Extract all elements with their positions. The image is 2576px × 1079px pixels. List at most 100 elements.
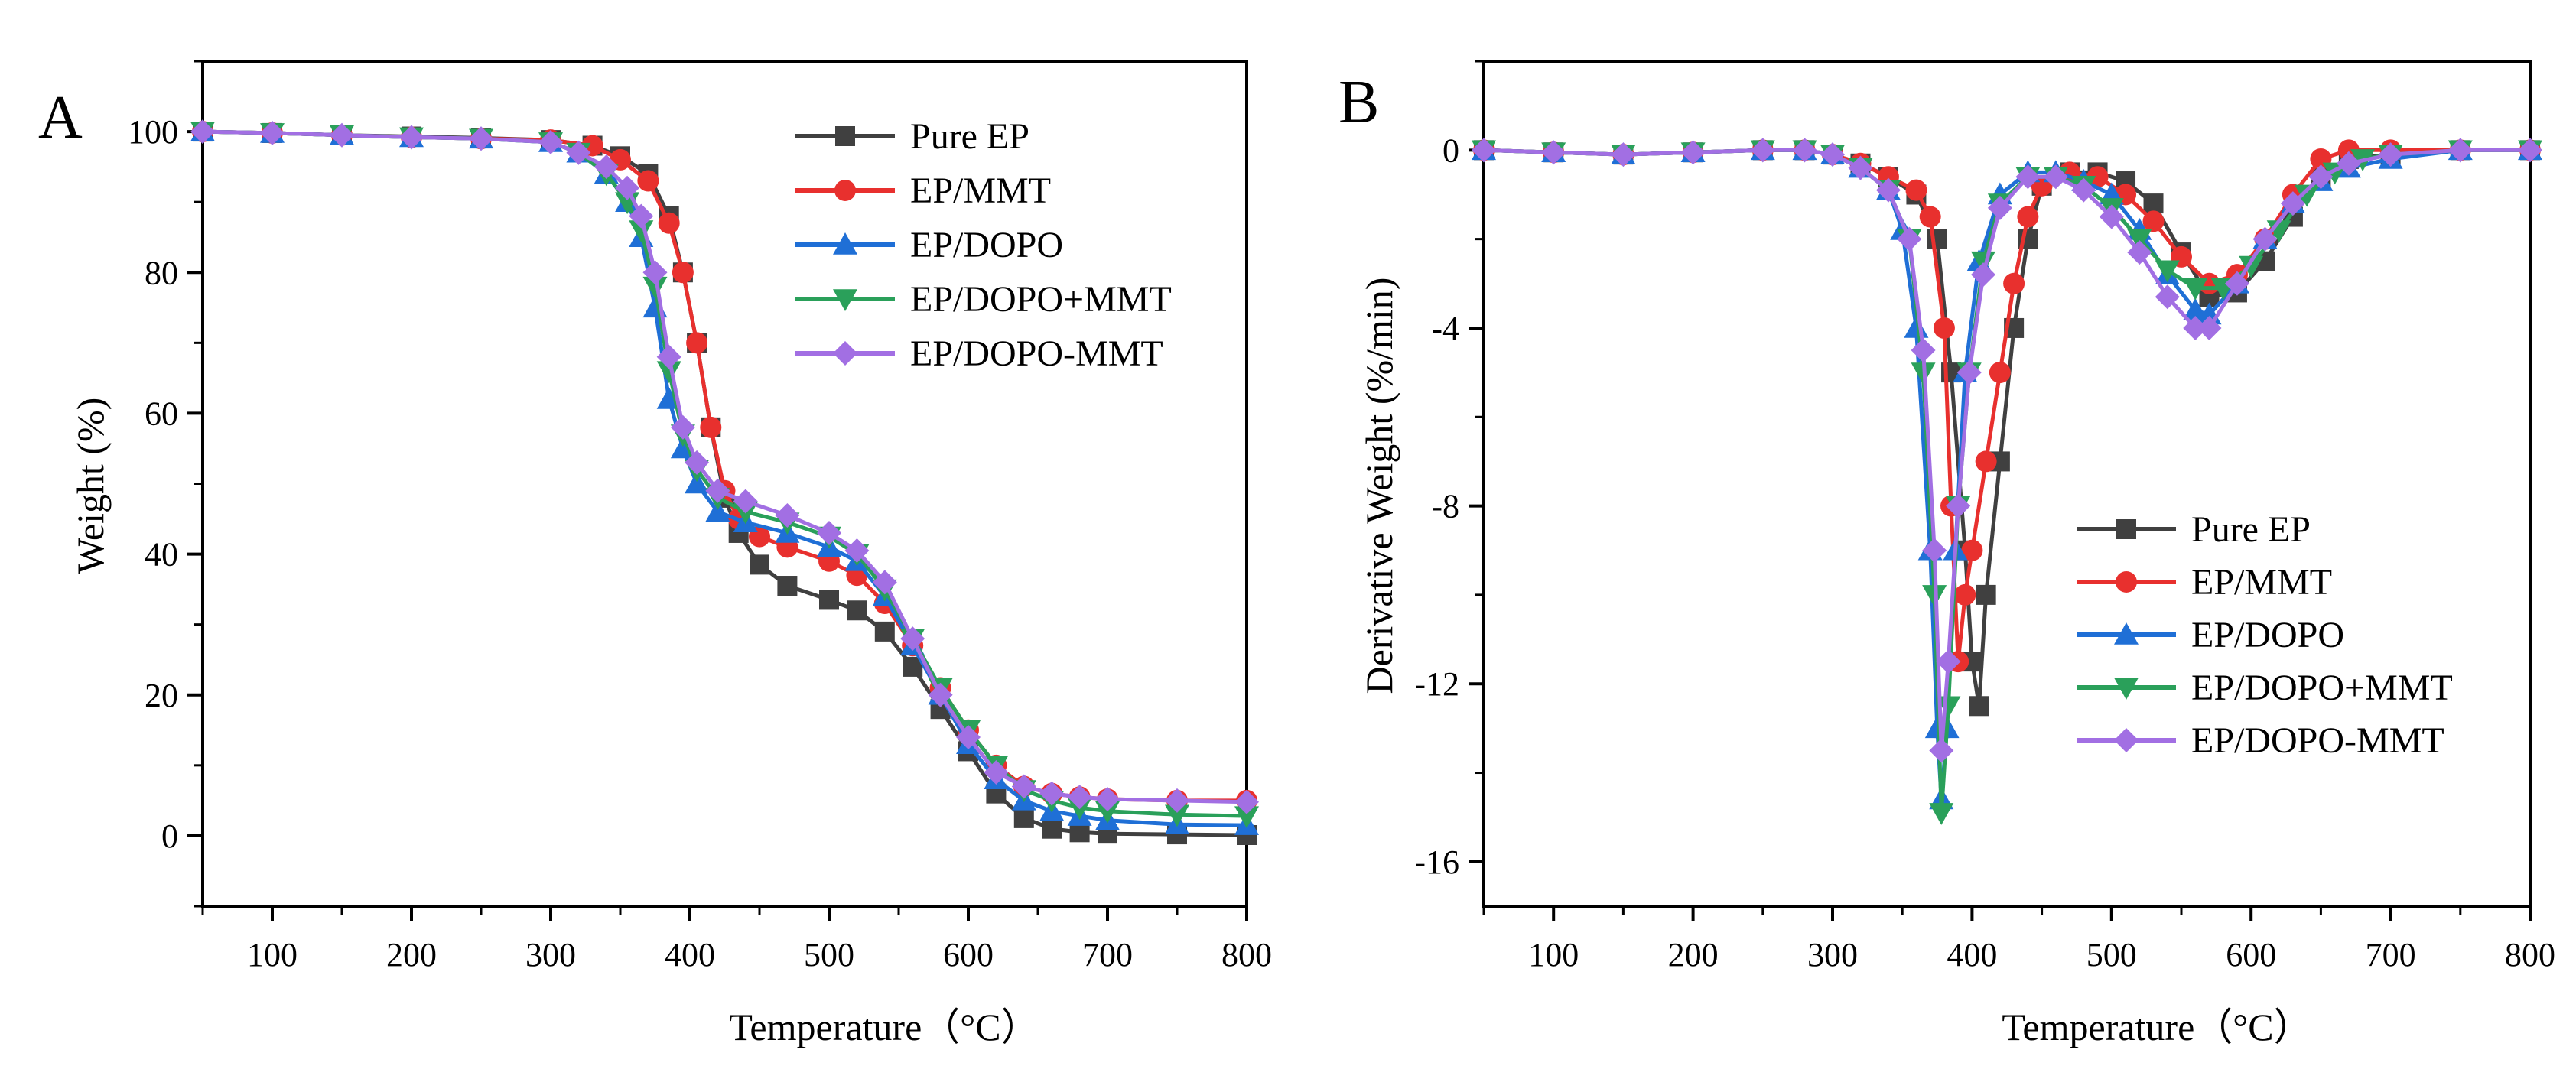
panel-b-x-tick-label: 800 xyxy=(2505,936,2555,973)
panel-b-data-point xyxy=(2099,204,2124,229)
panel-b-data-point xyxy=(2266,220,2291,242)
panel-b-data-point xyxy=(1936,696,1961,719)
panel-b-plot-area xyxy=(1472,138,2542,825)
panel-a-data-point xyxy=(819,590,839,610)
panel-b-data-point xyxy=(1976,584,1996,605)
panel-b-axis-frame xyxy=(1482,60,2532,908)
panel-b-x-tick-label: 500 xyxy=(2086,936,2137,973)
panel-b-data-point xyxy=(2336,151,2361,176)
panel-a-data-point xyxy=(928,682,953,707)
panel-b-data-point xyxy=(1956,360,1982,385)
panel-b-data-point xyxy=(1969,696,1989,717)
panel-a-data-point xyxy=(1165,788,1189,813)
panel-a-legend-label: Pure EP xyxy=(910,116,1029,157)
panel-b-legend-label: EP/DOPO xyxy=(2191,615,2344,655)
panel-b-data-point xyxy=(1933,317,1955,339)
panel-b-series-0 xyxy=(1474,140,2540,717)
panel-a-data-point xyxy=(900,626,925,652)
panel-b-y-tick-label: -16 xyxy=(1414,843,1459,881)
panel-b-y-tick-label: 0 xyxy=(1442,132,1459,169)
panel-b-data-point xyxy=(1611,142,1636,167)
panel-b-legend-marker xyxy=(2116,519,2136,539)
panel-b-data-point xyxy=(1946,493,1971,518)
panel-b-data-point xyxy=(1922,538,1947,563)
panel-a-data-point xyxy=(566,140,591,165)
panel-a-data-point xyxy=(847,600,867,621)
panel-a-data-point xyxy=(615,175,640,200)
panel-a-ticks: 100 200 300 400 500 600 700 800 0 20 40 60 80 100 xyxy=(128,60,1272,973)
panel-a-data-point xyxy=(260,120,285,145)
panel-b-data-point xyxy=(2224,271,2249,296)
panel-a-x-tick-label: 700 xyxy=(1082,936,1133,973)
panel-a-data-point xyxy=(538,129,563,154)
panel-b-x-tick-label: 100 xyxy=(1528,936,1579,973)
panel-b-data-point xyxy=(2280,191,2305,216)
panel-b-data-point xyxy=(2155,284,2180,310)
panel-a-data-point xyxy=(775,502,800,528)
panel-a-data-point xyxy=(629,203,654,229)
panel-a-data-point xyxy=(984,760,1009,785)
panel-b-x-tick-label: 200 xyxy=(1668,936,1719,973)
panel-a-data-point xyxy=(656,344,681,369)
panel-a-weight-chart: A Temperature（°C） Weight (%) 100 200 300 40… xyxy=(38,60,1272,1048)
panel-b-series-2 xyxy=(1472,138,2542,810)
panel-b-series-line xyxy=(1483,148,2530,708)
panel-a-data-point xyxy=(700,416,722,438)
panel-b-legend-item: EP/DOPO+MMT xyxy=(2077,668,2453,708)
panel-a-series-3 xyxy=(190,122,1259,829)
panel-a-data-point xyxy=(658,212,680,234)
panel-a-data-point xyxy=(750,554,769,575)
panel-a-legend: Pure EP EP/MMT EP/DOPO EP/DOPO+MMT EP/DOPO-M… xyxy=(795,116,1172,374)
panel-a-series-4 xyxy=(190,119,1259,814)
panel-a-x-tick-label: 500 xyxy=(804,936,854,973)
panel-a-data-point xyxy=(1011,774,1036,799)
panel-a-data-point xyxy=(1165,804,1189,827)
panel-a-series-1 xyxy=(192,121,1257,811)
panel-b-data-point xyxy=(1929,738,1954,763)
panel-a-y-tick-label: 80 xyxy=(145,254,178,291)
panel-b-data-point xyxy=(2003,272,2025,294)
panel-b-data-point xyxy=(1911,338,1936,363)
panel-a-data-point xyxy=(1067,785,1092,810)
panel-a-data-point xyxy=(1095,801,1120,824)
panel-b-data-point xyxy=(1970,262,1995,288)
panel-b-legend-item: Pure EP xyxy=(2077,509,2311,550)
panel-a-y-tick-label: 60 xyxy=(145,395,178,432)
panel-a-data-point xyxy=(1042,818,1062,839)
panel-b-data-point xyxy=(1680,140,1706,165)
panel-a-x-tick-label: 300 xyxy=(525,936,576,973)
panel-a-legend-label: EP/DOPO xyxy=(910,225,1063,265)
panel-b-legend-marker xyxy=(2114,728,2139,752)
panel-b-ticks: 100 200 300 400 500 600 700 800 -16 -12 -8 -4 0 xyxy=(1414,60,2555,973)
panel-b-data-point xyxy=(1875,177,1901,203)
panel-b-data-point xyxy=(1820,142,1845,167)
panel-a-x-tick-label: 800 xyxy=(1221,936,1272,973)
panel-b-legend-label: Pure EP xyxy=(2191,509,2311,550)
panel-a-legend-label: EP/MMT xyxy=(910,171,1051,211)
panel-a-legend-marker xyxy=(834,180,856,201)
panel-a-data-point xyxy=(685,471,710,494)
panel-a-data-point xyxy=(956,725,981,749)
panel-b-series-line xyxy=(1483,148,2530,815)
panel-a-series-line xyxy=(202,129,1247,803)
panel-b-data-point xyxy=(2239,255,2264,278)
panel-b-legend-marker xyxy=(2114,622,2139,645)
panel-b-data-point xyxy=(1472,138,1496,163)
panel-b-data-point xyxy=(2017,206,2039,228)
panel-a-y-tick-label: 100 xyxy=(128,113,178,151)
panel-a-legend-item: EP/DOPO+MMT xyxy=(795,279,1172,320)
panel-a-data-point xyxy=(190,119,215,145)
panel-b-data-point xyxy=(1541,140,1566,165)
panel-a-x-tick-label: 100 xyxy=(247,936,298,973)
panel-b-data-point xyxy=(2043,164,2068,190)
panel-a-legend-item: EP/DOPO-MMT xyxy=(795,333,1163,374)
panel-a-data-point xyxy=(817,520,841,545)
panel-b-letter: B xyxy=(1338,69,1379,136)
panel-a-x-tick-label: 600 xyxy=(943,936,994,973)
panel-a-data-point xyxy=(1234,789,1259,814)
panel-b-data-point xyxy=(1897,226,1922,252)
panel-a-y-tick-label: 20 xyxy=(145,677,178,714)
panel-a-series-line xyxy=(202,129,1247,818)
panel-b-data-point xyxy=(2197,315,2222,340)
panel-b-data-point xyxy=(1987,195,2012,220)
